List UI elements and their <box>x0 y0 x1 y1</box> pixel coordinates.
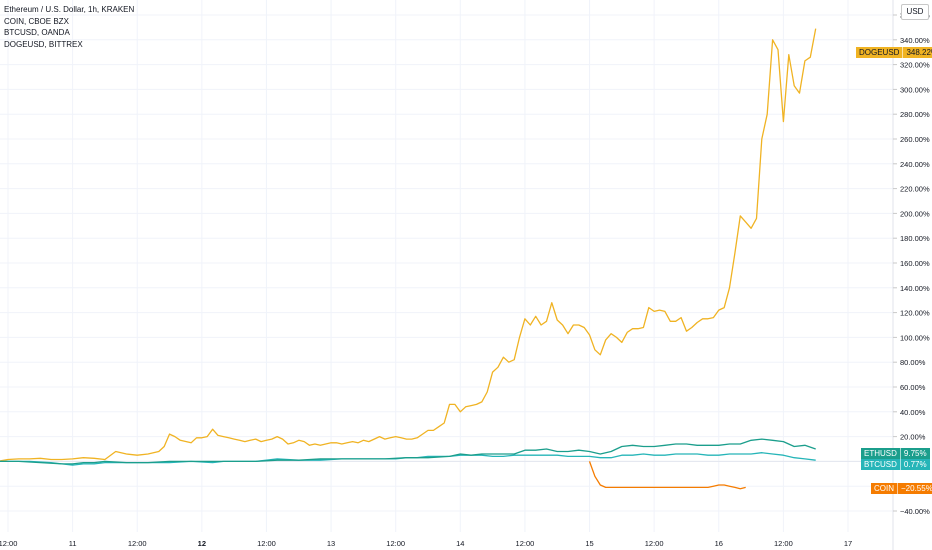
legend: Ethereum / U.S. Dollar, 1h, KRAKEN COIN,… <box>4 4 134 50</box>
y-tick-label: −40.00% <box>900 507 930 516</box>
y-tick-label: 40.00% <box>900 408 926 417</box>
x-tick-label: 12:00 <box>128 539 147 548</box>
x-tick-label: 12:00 <box>257 539 276 548</box>
series-line-dogeusd <box>0 28 817 462</box>
series-line-ethusd <box>0 438 816 465</box>
x-tick-label: 15 <box>585 539 593 548</box>
legend-title: Ethereum / U.S. Dollar, 1h, KRAKEN <box>4 5 135 14</box>
ethusd-badge-value: 9.75% <box>899 448 930 459</box>
dogeusd-badge-value: 348.22% <box>902 47 932 58</box>
y-tick-label: 220.00% <box>900 185 930 194</box>
y-tick-label: 100.00% <box>900 333 930 342</box>
x-tick-label: 12:00 <box>386 539 405 548</box>
y-tick-label: 240.00% <box>900 160 930 169</box>
coin-badge-value: −20.55% <box>897 483 932 494</box>
y-tick-label: 120.00% <box>900 309 930 318</box>
y-tick-label: 140.00% <box>900 284 930 293</box>
series-line-coin <box>588 461 746 490</box>
x-tick-label: 13 <box>327 539 335 548</box>
coin-badge-name: COIN <box>871 483 897 494</box>
legend-item-dogeusd: DOGEUSD, BITTREX <box>4 39 83 49</box>
y-tick-label: 160.00% <box>900 259 930 268</box>
dogeusd-badge-name: DOGEUSD <box>856 47 903 58</box>
x-tick-label: 14 <box>456 539 464 548</box>
btcusd-badge-value: 0.77% <box>899 459 930 470</box>
y-tick-label: 60.00% <box>900 383 926 392</box>
x-tick-label: 12:00 <box>774 539 793 548</box>
x-tick-label: 16 <box>715 539 723 548</box>
x-tick-label: 11 <box>69 539 77 548</box>
coin-price-badge: COIN −20.55% <box>871 483 932 494</box>
series-lines <box>0 28 817 490</box>
x-tick-label: 12:00 <box>0 539 17 548</box>
x-tick-label: 17 <box>844 539 852 548</box>
legend-item-btcusd: BTCUSD, OANDA <box>4 28 70 37</box>
btcusd-price-badge: BTCUSD 0.77% <box>861 459 930 470</box>
y-tick-label: 300.00% <box>900 85 930 94</box>
btcusd-badge-name: BTCUSD <box>861 459 900 470</box>
grid-lines <box>0 0 893 532</box>
series-line-btcusd <box>0 452 816 466</box>
ethusd-badge-name: ETHUSD <box>861 448 900 459</box>
y-tick-label: 20.00% <box>900 433 926 442</box>
ethusd-price-badge: ETHUSD 9.75% <box>861 448 930 459</box>
legend-item-coin: COIN, CBOE BZX <box>4 16 69 26</box>
y-tick-label: 340.00% <box>900 36 930 45</box>
y-tick-label: 320.00% <box>900 61 930 70</box>
y-tick-label: 280.00% <box>900 110 930 119</box>
y-tick-label: 260.00% <box>900 135 930 144</box>
y-axis-ticks: 360.00%340.00%320.00%300.00%280.00%260.0… <box>893 11 930 516</box>
dogeusd-price-badge: DOGEUSD 348.22% <box>856 47 932 58</box>
x-tick-label: 12 <box>198 539 206 548</box>
currency-label[interactable]: USD <box>901 4 929 20</box>
x-tick-label: 12:00 <box>516 539 535 548</box>
y-tick-label: 200.00% <box>900 209 930 218</box>
y-tick-label: 80.00% <box>900 358 926 367</box>
y-tick-label: 180.00% <box>900 234 930 243</box>
x-axis-ticks: 12:00 11 12:00 12 12:00 13 12:00 14 12:00 15 12:00… <box>0 539 852 548</box>
x-tick-label: 12:00 <box>645 539 664 548</box>
